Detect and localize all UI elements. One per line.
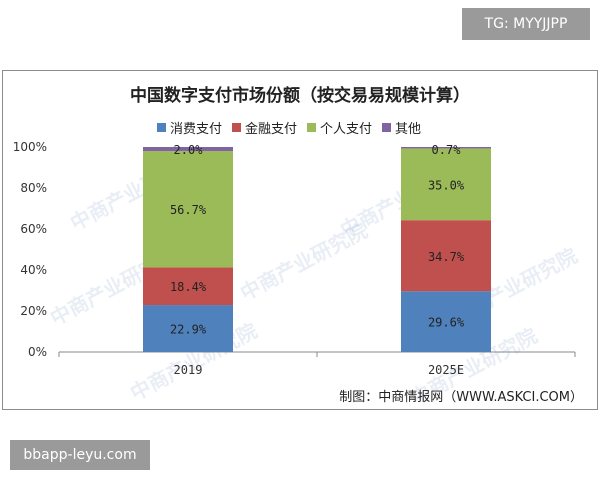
legend-label-1: 金融支付: [245, 122, 298, 137]
y-tick-label: 40%: [20, 263, 47, 277]
data-label: 0.7%: [432, 143, 462, 157]
y-tick-label: 80%: [20, 181, 47, 195]
bottom-badge: bbapp-leyu.com: [10, 440, 150, 470]
bar-segment: [401, 147, 491, 149]
bar-segment: [143, 305, 233, 352]
bar-segment: [401, 220, 491, 292]
y-tick-label: 60%: [20, 222, 47, 236]
legend-item-1: 金融支付: [232, 118, 297, 137]
data-label: 2.0%: [174, 143, 204, 157]
legend-item-3: 其他: [382, 118, 421, 137]
legend-label-3: 其他: [395, 122, 422, 137]
legend-swatch-3: [382, 123, 392, 132]
legend-swatch-1: [232, 123, 242, 132]
bar-segment: [401, 148, 491, 221]
legend-item-0: 消费支付: [157, 118, 222, 137]
x-tick-label: 2025E: [428, 363, 464, 377]
legend-swatch-0: [157, 123, 166, 132]
legend-label-2: 个人支付: [320, 122, 373, 137]
top-badge: TG: MYYJJPP: [462, 8, 590, 40]
y-tick-label: 100%: [13, 140, 47, 154]
legend-swatch-2: [307, 123, 317, 132]
legend-label-0: 消费支付: [170, 122, 223, 137]
stacked-bar-chart: 0% 20% 40% 60% 80% 100% 22.9% 18.4% 56.7% 2.0% 201…: [13, 140, 576, 377]
y-tick-label: 0%: [28, 345, 47, 359]
x-tick-label: 2019: [174, 363, 203, 377]
bar-segment: [143, 151, 233, 268]
y-tick-label: 20%: [20, 304, 47, 318]
bar-segment: [143, 267, 233, 306]
chart-figure: 中国数字支付市场份额（按交易易规模计算） 消费支付 金融支付 个人支付 其他 中…: [2, 70, 598, 410]
data-label: 22.9%: [170, 323, 207, 337]
chart-legend: 消费支付 金融支付 个人支付 其他: [157, 118, 421, 137]
bar-segment: [401, 291, 491, 352]
data-label: 34.7%: [428, 250, 465, 264]
chart-title: 中国数字支付市场份额（按交易易规模计算）: [130, 86, 470, 106]
source-credit: 制图：中商情报网（WWW.ASKCI.COM）: [339, 390, 583, 405]
bar-segment: [143, 147, 233, 152]
data-label: 35.0%: [428, 178, 465, 192]
data-label: 29.6%: [428, 316, 465, 330]
legend-item-2: 个人支付: [307, 118, 372, 137]
data-label: 18.4%: [170, 280, 207, 294]
data-label: 56.7%: [170, 203, 207, 217]
